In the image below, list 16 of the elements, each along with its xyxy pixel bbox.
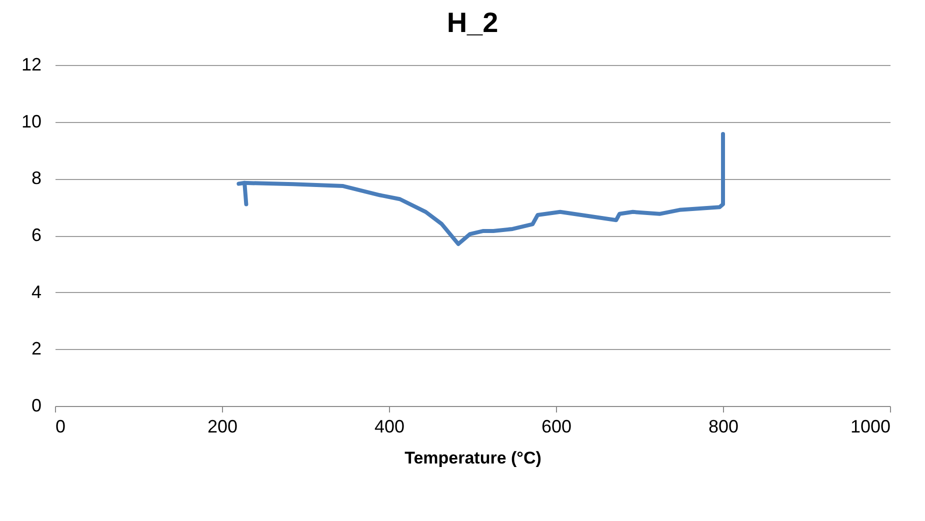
x-tick-label: 800 [708,416,739,436]
x-tick-label: 0 [56,416,66,436]
x-axis-title: Temperature (°C) [404,448,542,468]
x-tick-label: 200 [207,416,238,436]
y-tick-label: 6 [31,225,42,245]
y-tick-label: 8 [31,168,42,188]
y-tick-label: 2 [31,338,42,359]
y-tick-label: 12 [21,54,42,74]
y-tick-label: 10 [21,111,42,132]
x-tick-label: 600 [541,416,572,436]
chart-title: H_2 [446,7,498,38]
y-tick-label: 4 [31,282,42,302]
x-tick-label: 400 [374,416,405,436]
x-tick-label: 1000 [850,416,890,436]
line-series [236,132,725,246]
y-tick-label: 0 [31,396,42,416]
